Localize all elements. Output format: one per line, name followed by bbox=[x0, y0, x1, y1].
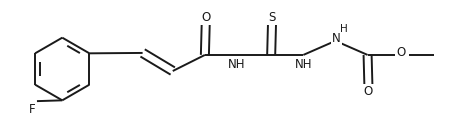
Text: H: H bbox=[340, 24, 348, 34]
Text: S: S bbox=[268, 11, 276, 24]
Text: F: F bbox=[29, 103, 36, 116]
Text: N: N bbox=[332, 32, 340, 45]
Text: NH: NH bbox=[228, 59, 246, 71]
Text: O: O bbox=[201, 11, 210, 24]
Text: O: O bbox=[364, 85, 373, 98]
Text: O: O bbox=[396, 46, 405, 59]
Text: NH: NH bbox=[295, 59, 312, 71]
